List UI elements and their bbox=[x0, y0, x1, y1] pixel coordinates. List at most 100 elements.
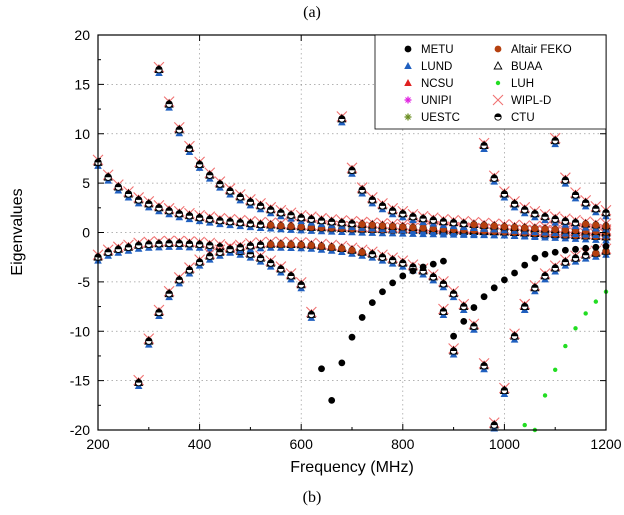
point-ctu bbox=[552, 137, 558, 143]
legend-label: LUH bbox=[511, 78, 534, 90]
point-ctu bbox=[166, 291, 172, 297]
y-tick-label: 15 bbox=[74, 76, 90, 92]
point-ctu bbox=[146, 241, 152, 247]
point-luh bbox=[543, 393, 547, 397]
legend-label: WIPL-D bbox=[511, 95, 551, 107]
point-altair-feko bbox=[288, 223, 295, 230]
x-tick-label: 400 bbox=[188, 436, 212, 452]
x-tick-label: 200 bbox=[86, 436, 110, 452]
point-ctu bbox=[522, 303, 528, 309]
x-tick-label: 1000 bbox=[489, 436, 520, 452]
point-ctu bbox=[176, 211, 182, 217]
point-ctu bbox=[207, 242, 213, 248]
point-ctu bbox=[166, 208, 172, 214]
point-metu bbox=[338, 359, 345, 366]
point-ctu bbox=[125, 244, 131, 250]
point-ctu bbox=[105, 249, 111, 255]
point-altair-feko bbox=[328, 244, 335, 251]
legend-label: UESTC bbox=[421, 112, 460, 124]
point-ctu bbox=[318, 217, 324, 223]
point-ctu bbox=[257, 242, 263, 248]
point-ctu bbox=[450, 348, 456, 354]
point-ctu bbox=[298, 214, 304, 220]
point-ctu bbox=[257, 255, 263, 261]
legend-marker-uestc bbox=[405, 114, 412, 121]
point-ctu bbox=[440, 281, 446, 287]
point-metu bbox=[592, 244, 599, 251]
point-ctu bbox=[176, 240, 182, 246]
point-ctu bbox=[257, 203, 263, 209]
point-ctu bbox=[227, 218, 233, 224]
point-ctu bbox=[349, 220, 355, 226]
legend-marker-altair-feko bbox=[495, 46, 502, 53]
point-altair-feko bbox=[511, 224, 518, 231]
point-ctu bbox=[339, 220, 345, 226]
point-ctu bbox=[461, 303, 467, 309]
point-ctu bbox=[450, 291, 456, 297]
point-ctu bbox=[562, 177, 568, 183]
point-altair-feko bbox=[399, 224, 406, 231]
point-metu bbox=[379, 288, 386, 295]
point-ctu bbox=[105, 174, 111, 180]
point-ctu bbox=[552, 265, 558, 271]
point-metu bbox=[460, 318, 467, 325]
point-ctu bbox=[146, 338, 152, 344]
point-ctu bbox=[227, 188, 233, 194]
point-ctu bbox=[369, 251, 375, 257]
point-ctu bbox=[207, 216, 213, 222]
point-altair-feko bbox=[420, 225, 427, 232]
point-ctu bbox=[369, 197, 375, 203]
point-ctu bbox=[308, 216, 314, 222]
point-ctu bbox=[257, 221, 263, 227]
point-ctu bbox=[542, 273, 548, 279]
point-ctu bbox=[522, 207, 528, 213]
point-ctu bbox=[501, 191, 507, 197]
point-ctu bbox=[471, 323, 477, 329]
point-ctu bbox=[135, 379, 141, 385]
point-metu bbox=[491, 284, 498, 291]
point-altair-feko bbox=[298, 223, 305, 230]
point-altair-feko bbox=[318, 243, 325, 250]
point-ctu bbox=[562, 218, 568, 224]
point-ctu bbox=[135, 197, 141, 203]
point-altair-feko bbox=[298, 241, 305, 248]
point-altair-feko bbox=[562, 227, 569, 234]
point-ctu bbox=[379, 254, 385, 260]
point-altair-feko bbox=[542, 226, 549, 233]
point-ctu bbox=[278, 266, 284, 272]
x-axis-title: Frequency (MHz) bbox=[290, 459, 414, 476]
point-metu bbox=[552, 249, 559, 256]
point-ctu bbox=[582, 200, 588, 206]
point-altair-feko bbox=[592, 250, 599, 257]
y-tick-label: -15 bbox=[70, 373, 90, 389]
y-tick-label: 0 bbox=[82, 225, 90, 241]
point-ctu bbox=[582, 252, 588, 258]
point-ctu bbox=[288, 212, 294, 218]
legend-label: LUND bbox=[421, 61, 452, 73]
point-ctu bbox=[196, 241, 202, 247]
point-ctu bbox=[501, 387, 507, 393]
point-metu bbox=[531, 255, 538, 262]
point-ctu bbox=[298, 282, 304, 288]
x-tick-label: 1200 bbox=[590, 436, 621, 452]
point-ctu bbox=[389, 208, 395, 214]
point-ctu bbox=[217, 181, 223, 187]
point-ctu bbox=[440, 308, 446, 314]
point-metu bbox=[511, 270, 518, 277]
legend-label: NCSU bbox=[421, 78, 454, 90]
point-ctu bbox=[115, 246, 121, 252]
point-ctu bbox=[247, 220, 253, 226]
point-ctu bbox=[166, 240, 172, 246]
point-ctu bbox=[359, 187, 365, 193]
legend-marker-ctu bbox=[495, 114, 501, 120]
point-ctu bbox=[186, 241, 192, 247]
point-ctu bbox=[593, 206, 599, 212]
point-luh bbox=[573, 326, 577, 330]
legend: METU Altair FEKOLUND BUAANCSU LUHUNIPI WIPL-… bbox=[375, 35, 606, 129]
point-ctu bbox=[247, 199, 253, 205]
point-ctu bbox=[186, 145, 192, 151]
point-luh bbox=[523, 423, 527, 427]
point-altair-feko bbox=[308, 242, 315, 249]
legend-marker-luh bbox=[496, 81, 500, 85]
point-altair-feko bbox=[471, 221, 478, 228]
